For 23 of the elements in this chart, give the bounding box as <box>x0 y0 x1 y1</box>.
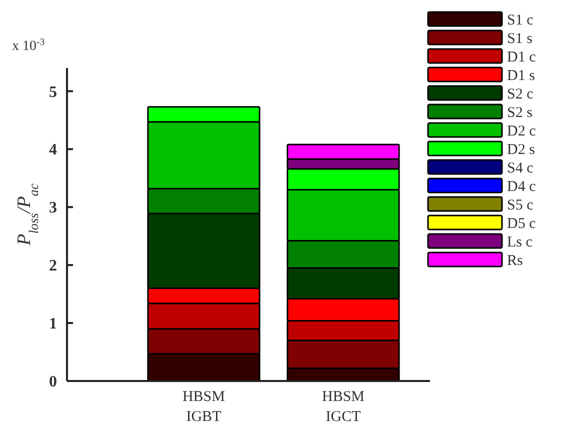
legend-label: S2 s <box>507 104 533 121</box>
legend-label: S5 c <box>507 197 534 214</box>
legend-label: S1 s <box>507 30 533 47</box>
legend-label: D5 c <box>507 216 536 232</box>
legend-label: Rs <box>507 252 524 269</box>
legend-label: D2 c <box>507 123 536 140</box>
y-tick-label: 0 <box>49 374 57 391</box>
x-tick-label: HBSM IGBT <box>182 389 226 425</box>
legend-label: S4 c <box>507 160 534 176</box>
legend-label: Ls c <box>507 234 533 250</box>
y-tick-label: 3 <box>49 200 57 217</box>
y-tick-label: 4 <box>49 142 57 159</box>
y-tick-label: 1 <box>49 316 57 333</box>
legend-label: D1 c <box>507 49 536 66</box>
y-tick-label: 2 <box>49 258 57 275</box>
legend-label: D4 c <box>507 178 536 195</box>
text: x 10$^{-3}$ <box>12 36 45 54</box>
legend-label: S1 c <box>507 12 534 28</box>
x-tick-label: HBSM IGCT <box>322 389 365 425</box>
legend-label: D1 s <box>507 68 536 84</box>
y-tick-label: 5 <box>49 84 57 101</box>
legend-label: S2 c <box>507 86 534 102</box>
legend-label: D2 s <box>507 142 536 158</box>
